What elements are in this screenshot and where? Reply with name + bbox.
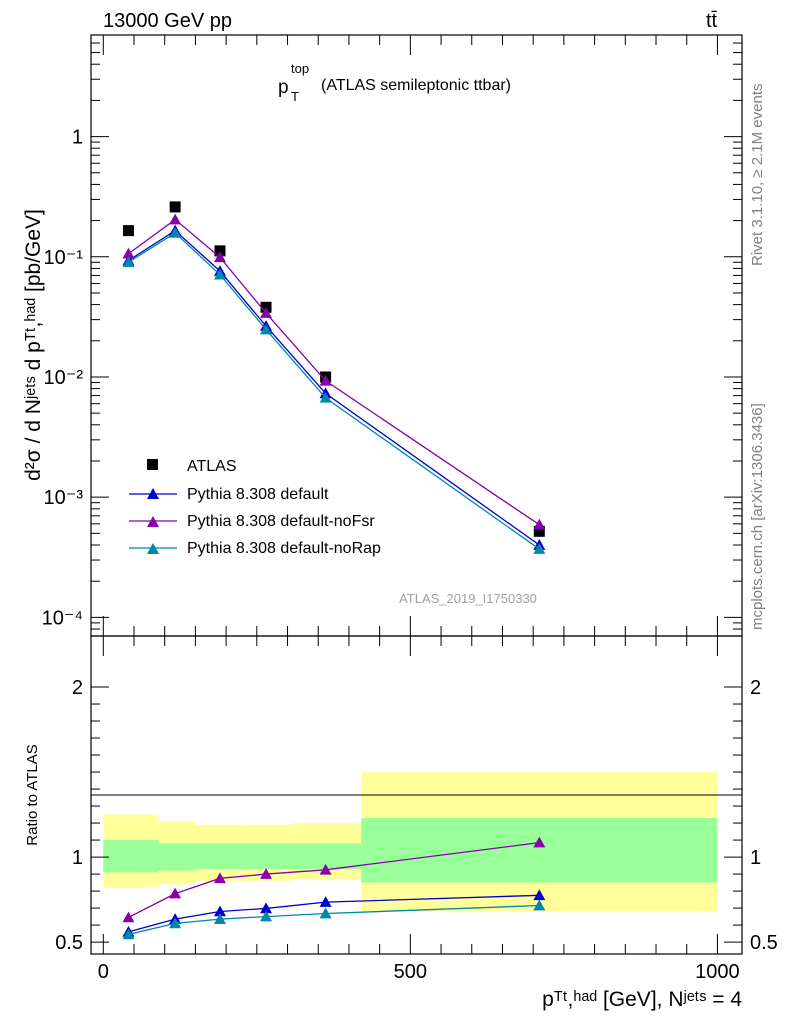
series-line-nofsr bbox=[128, 218, 540, 526]
legend-default-label: Pythia 8.308 default bbox=[187, 486, 329, 503]
series-line-norap bbox=[128, 232, 540, 550]
x-tick-label-1000: 1000 bbox=[695, 961, 740, 983]
data-point-nofsr bbox=[260, 307, 273, 318]
ratio-point-norap bbox=[319, 907, 332, 919]
x-tick-label-500: 500 bbox=[394, 961, 427, 983]
y-tick-label-1: 1 bbox=[72, 127, 83, 149]
main-panel: 1 10⁻¹ 10⁻² 10⁻³ 10⁻⁴ ATLAS_2019_I175033… bbox=[42, 34, 743, 637]
ratio-point-nofsr bbox=[169, 887, 182, 899]
ratio-tick-label-0-5-right: 0.5 bbox=[750, 932, 778, 954]
ratio-ticks bbox=[91, 636, 742, 954]
data-point-nofsr bbox=[213, 251, 226, 263]
ratio-point-default bbox=[533, 889, 546, 901]
ratio-point-default bbox=[319, 896, 332, 907]
legend-atlas-marker bbox=[147, 459, 158, 470]
energy-label: 13000 GeV pp bbox=[103, 10, 232, 32]
x-tick-label-0: 0 bbox=[98, 961, 109, 983]
ratio-point-nofsr bbox=[122, 911, 135, 923]
data-point-atlas bbox=[533, 525, 545, 537]
ratio-point-nofsr bbox=[260, 868, 273, 879]
ratio-point-default bbox=[213, 905, 226, 917]
plot-title-sup: top bbox=[291, 61, 309, 76]
ratio-point-nofsr bbox=[533, 836, 546, 848]
ratio-tick-label-2: 2 bbox=[72, 677, 83, 699]
legend-nofsr-label: Pythia 8.308 default-noFsr bbox=[187, 513, 375, 530]
legend-default-marker bbox=[147, 488, 159, 499]
legend: ATLAS Pythia 8.308 default Pythia 8.308 … bbox=[129, 458, 381, 557]
data-point-norap bbox=[260, 323, 273, 335]
data-point-norap bbox=[319, 391, 332, 403]
uncertainty-band-inner bbox=[244, 843, 291, 869]
ratio-point-norap bbox=[122, 928, 135, 940]
y-tick-label-1e-2: 10⁻² bbox=[44, 367, 84, 389]
data-point-atlas bbox=[214, 245, 226, 257]
ratio-frame bbox=[90, 635, 743, 955]
process-label: tt̄ bbox=[706, 10, 718, 32]
y-tick-label-1e-1: 10⁻¹ bbox=[44, 247, 84, 269]
uncertainty-band-inner bbox=[361, 817, 718, 883]
data-point-norap bbox=[213, 268, 226, 280]
mcplots-label: mcplots.cern.ch [arXiv:1306.3436] bbox=[749, 403, 766, 630]
rivet-label: Rivet 3.1.10, ≥ 2.1M events bbox=[749, 84, 766, 267]
y-axis-title: d²σ / d Nʲᵉᵗˢ d pᵀᵗ,ʰᵃᵈ [pb/GeV] bbox=[22, 209, 45, 481]
ratio-point-nofsr bbox=[213, 872, 226, 884]
plot-title-main: p bbox=[278, 77, 289, 98]
y-tick-label-1e-3: 10⁻³ bbox=[44, 487, 84, 509]
data-point-atlas bbox=[169, 201, 181, 213]
data-point-norap bbox=[169, 226, 182, 238]
ratio-point-norap bbox=[213, 913, 226, 924]
ratio-point-default bbox=[260, 902, 273, 914]
x-axis-title: pᵀᵗ,ʰᵃᵈ [GeV], Nʲᵉᵗˢ = 4 bbox=[542, 988, 742, 1011]
series-line-default bbox=[128, 229, 540, 546]
ratio-point-nofsr bbox=[319, 863, 332, 875]
data-point-nofsr bbox=[122, 247, 135, 259]
main-marks bbox=[122, 201, 546, 554]
y-tick-label-1e-4: 10⁻⁴ bbox=[42, 607, 83, 629]
main-ticks bbox=[91, 34, 742, 637]
ratio-point-norap bbox=[169, 917, 182, 929]
analysis-id: ATLAS_2019_I1750330 bbox=[399, 591, 537, 606]
ratio-tick-label-2-right: 2 bbox=[750, 677, 761, 699]
ratio-tick-label-1-right: 1 bbox=[750, 847, 761, 869]
uncertainty-band-inner bbox=[103, 840, 159, 873]
legend-atlas-label: ATLAS bbox=[187, 458, 237, 475]
ratio-line-norap bbox=[128, 904, 540, 936]
plot-title-sub: T bbox=[291, 89, 299, 104]
uncertainty-band-inner bbox=[195, 843, 245, 869]
data-point-nofsr bbox=[319, 374, 332, 386]
legend-norap-marker bbox=[147, 543, 159, 554]
ratio-panel: 2 1 0.5 2 1 0.5 bbox=[55, 635, 778, 955]
ratio-line-nofsr bbox=[128, 841, 540, 919]
data-point-nofsr bbox=[533, 518, 546, 530]
ratio-marks bbox=[122, 836, 546, 940]
ratio-point-norap bbox=[533, 899, 546, 911]
uncertainty-band-inner bbox=[158, 843, 196, 871]
ratio-point-norap bbox=[260, 910, 273, 922]
ratio-bands bbox=[103, 772, 718, 912]
data-point-norap bbox=[122, 256, 135, 268]
ratio-line-default bbox=[128, 894, 540, 933]
data-point-atlas bbox=[122, 225, 134, 237]
legend-nofsr-marker bbox=[147, 516, 159, 527]
legend-norap-label: Pythia 8.308 default-noRap bbox=[187, 540, 381, 557]
data-point-nofsr bbox=[169, 213, 182, 225]
ratio-tick-label-1: 1 bbox=[72, 847, 83, 869]
ratio-tick-label-0-5: 0.5 bbox=[55, 932, 83, 954]
ratio-y-axis-title: Ratio to ATLAS bbox=[24, 744, 41, 845]
data-point-norap bbox=[533, 543, 546, 554]
plot-title-rest: (ATLAS semileptonic ttbar) bbox=[321, 77, 511, 94]
